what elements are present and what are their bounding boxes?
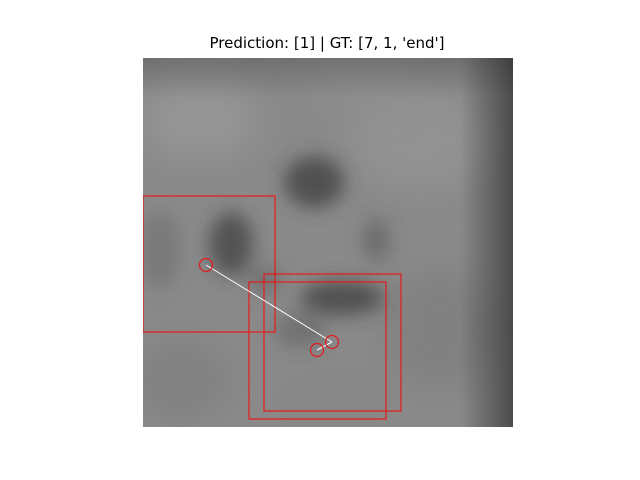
circle-marker-icon <box>324 334 340 350</box>
bounding-boxes <box>143 195 402 420</box>
circle-marker-icon <box>309 342 325 358</box>
trajectory-segment <box>316 341 333 351</box>
bounding-box-left <box>143 195 276 333</box>
trajectory-segment <box>205 264 333 343</box>
trajectory <box>205 264 333 351</box>
bounding-box-right <box>263 273 402 412</box>
markers <box>198 257 340 358</box>
figure-title: Prediction: [1] | GT: [7, 1, 'end'] <box>209 34 445 52</box>
bounding-box-bottom <box>248 281 387 420</box>
circle-marker-icon <box>198 257 214 273</box>
grayscale-image <box>143 58 513 427</box>
